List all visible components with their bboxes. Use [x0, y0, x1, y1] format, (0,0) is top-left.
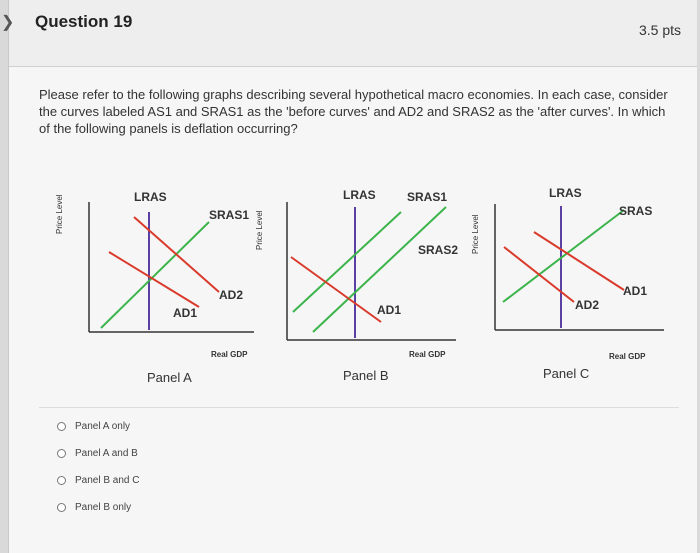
panel-c-graph: Price Level LRAS SRAS AD1 AD2 Real GDP P… — [459, 172, 669, 392]
panel-b-sras1-label: SRAS1 — [407, 190, 448, 204]
answer-option-3[interactable]: Panel B and C — [57, 472, 140, 488]
panel-b-ad1-label: AD1 — [377, 303, 402, 317]
panel-c-ad2-curve — [503, 246, 575, 303]
panel-a-sras1-curve — [100, 221, 210, 329]
chevron-right-icon[interactable]: ❯ — [1, 14, 15, 31]
question-title: Question 19 — [35, 12, 133, 31]
panel-b-chart — [286, 202, 456, 341]
question-points: 3.5 pts — [638, 22, 681, 38]
panel-c-name: Panel C — [543, 366, 590, 381]
panel-c-ad1-curve — [533, 231, 625, 291]
radio-button[interactable] — [57, 502, 66, 512]
question-header: ❯ Question 19 3.5 pts — [1, 0, 697, 67]
answer-option-label: Panel A only — [75, 420, 131, 432]
panel-a-ad2-curve — [133, 216, 220, 293]
panel-b-graph: Price Level LRAS SRAS1 SRAS2 AD1 Real GD… — [251, 172, 461, 392]
panel-c-sras-label: SRAS — [619, 204, 653, 218]
answer-option-label: Panel B only — [75, 501, 132, 513]
panel-b-x-axis-label: Real GDP — [409, 350, 446, 359]
panel-c-ad2-label: AD2 — [575, 298, 600, 312]
panel-a-lras-label: LRAS — [134, 190, 167, 204]
panel-a-graph: Price Level LRAS SRAS1 AD2 AD1 Real GDP … — [49, 172, 259, 392]
panel-a-chart — [88, 202, 254, 333]
radio-button[interactable] — [57, 448, 66, 458]
panel-c-lras-label: LRAS — [549, 186, 582, 200]
panel-a-ad2-label: AD2 — [219, 288, 244, 302]
panel-c-x-axis-label: Real GDP — [609, 352, 646, 361]
panel-b-sras2-label: SRAS2 — [418, 243, 459, 257]
panel-b-ad1-curve — [290, 256, 382, 323]
question-prompt: Please refer to the following graphs des… — [39, 87, 668, 136]
panel-a-name: Panel A — [147, 370, 192, 385]
panel-c-chart — [494, 204, 664, 331]
panel-b-lras-label: LRAS — [343, 188, 376, 202]
panel-b-sras1-curve — [292, 211, 402, 313]
panel-c-sras-curve — [502, 209, 625, 303]
panel-a-sras1-label: SRAS1 — [209, 208, 250, 222]
divider — [39, 407, 679, 408]
answer-option-label: Panel A and B — [75, 447, 138, 459]
panel-a-ad1-curve — [108, 251, 200, 308]
answer-option-label: Panel B and C — [75, 474, 140, 486]
answer-option-2[interactable]: Panel A and B — [57, 445, 138, 461]
radio-button[interactable] — [57, 421, 66, 431]
answer-option-1[interactable]: Panel A only — [57, 418, 130, 434]
panel-a-x-axis-label: Real GDP — [211, 350, 248, 359]
radio-button[interactable] — [57, 475, 66, 485]
panel-b-name: Panel B — [343, 368, 389, 383]
panel-c-ad1-label: AD1 — [623, 284, 648, 298]
panel-b-sras2-curve — [312, 206, 447, 333]
answer-option-4[interactable]: Panel B only — [57, 499, 131, 515]
panel-a-ad1-label: AD1 — [173, 306, 198, 320]
